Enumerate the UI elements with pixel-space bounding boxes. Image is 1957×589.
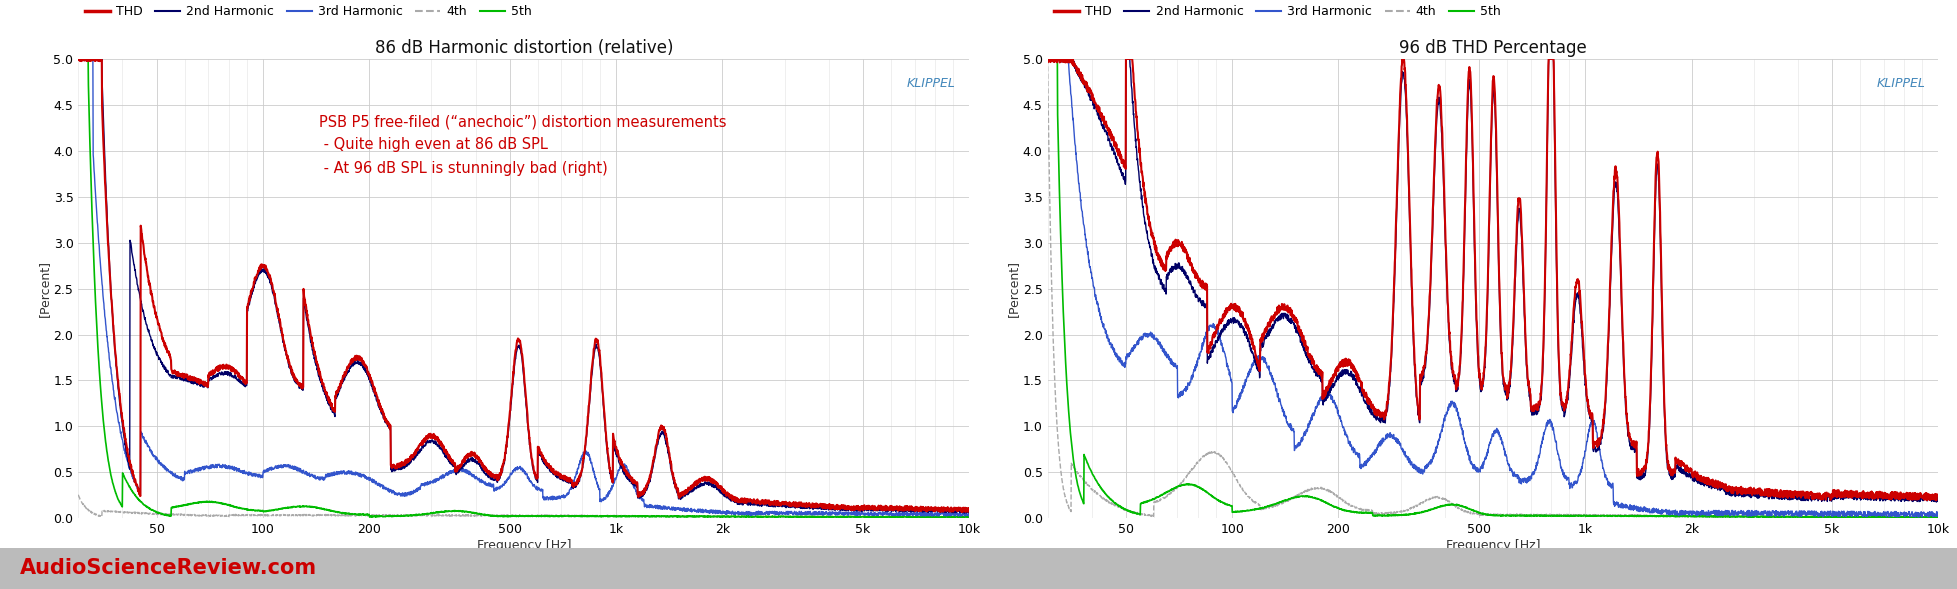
- Text: KLIPPEL: KLIPPEL: [906, 77, 955, 90]
- Y-axis label: [Percent]: [Percent]: [37, 260, 51, 317]
- Text: PSB P5 free-filed (“anechoic”) distortion measurements
 - Quite high even at 86 : PSB P5 free-filed (“anechoic”) distortio…: [319, 114, 726, 176]
- X-axis label: Frequency [Hz]: Frequency [Hz]: [476, 539, 571, 552]
- Y-axis label: [Percent]: [Percent]: [1006, 260, 1020, 317]
- Text: AudioScienceReview.com: AudioScienceReview.com: [20, 558, 317, 578]
- Title: 96 dB THD Percentage: 96 dB THD Percentage: [1399, 39, 1585, 57]
- Legend: THD, 2nd Harmonic, 3rd Harmonic, 4th, 5th: THD, 2nd Harmonic, 3rd Harmonic, 4th, 5t…: [84, 5, 532, 18]
- Text: KLIPPEL: KLIPPEL: [1875, 77, 1924, 90]
- X-axis label: Frequency [Hz]: Frequency [Hz]: [1444, 539, 1540, 552]
- Legend: THD, 2nd Harmonic, 3rd Harmonic, 4th, 5th: THD, 2nd Harmonic, 3rd Harmonic, 4th, 5t…: [1053, 5, 1501, 18]
- Title: 86 dB Harmonic distortion (relative): 86 dB Harmonic distortion (relative): [374, 39, 673, 57]
